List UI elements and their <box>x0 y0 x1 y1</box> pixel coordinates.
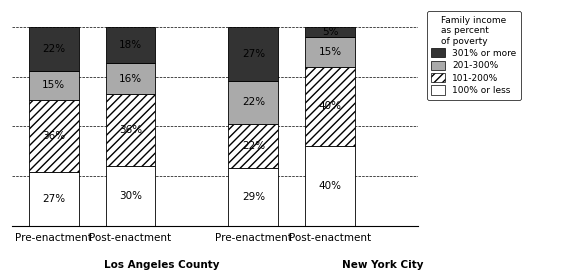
Bar <box>228 124 278 168</box>
Text: 15%: 15% <box>318 47 342 57</box>
Text: 40%: 40% <box>318 101 342 111</box>
Text: Los Angeles County: Los Angeles County <box>104 260 220 270</box>
Legend: 301% or more, 201-300%, 101-200%, 100% or less: 301% or more, 201-300%, 101-200%, 100% o… <box>427 11 521 100</box>
Bar <box>228 81 278 124</box>
Text: 30%: 30% <box>119 191 142 201</box>
Bar <box>106 166 156 225</box>
Bar <box>228 168 278 226</box>
Text: 5%: 5% <box>322 27 338 37</box>
Bar <box>29 100 79 172</box>
Bar <box>305 146 355 226</box>
Text: 27%: 27% <box>42 194 66 204</box>
Text: 40%: 40% <box>318 181 342 191</box>
Bar <box>305 67 355 146</box>
Bar <box>305 27 355 37</box>
Text: 22%: 22% <box>42 44 66 54</box>
Text: 16%: 16% <box>119 73 142 84</box>
Text: 36%: 36% <box>42 131 66 141</box>
Text: New York City: New York City <box>342 260 424 270</box>
Bar <box>305 37 355 67</box>
Text: 22%: 22% <box>242 141 265 151</box>
Bar <box>106 27 156 63</box>
Text: 15%: 15% <box>42 81 66 90</box>
Text: 29%: 29% <box>242 192 265 202</box>
Bar <box>29 71 79 100</box>
Bar <box>228 27 278 81</box>
Text: 27%: 27% <box>242 49 265 59</box>
Bar <box>29 172 79 226</box>
Text: 36%: 36% <box>119 125 142 135</box>
Text: 18%: 18% <box>119 40 142 50</box>
Bar <box>106 63 156 94</box>
Bar <box>106 94 156 166</box>
Text: 22%: 22% <box>242 97 265 107</box>
Bar <box>29 27 79 71</box>
